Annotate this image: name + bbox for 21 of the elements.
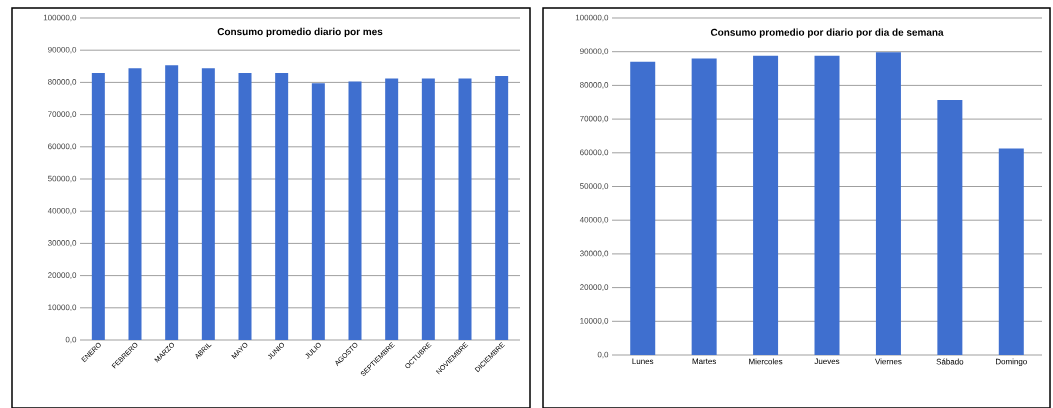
bar bbox=[630, 61, 656, 355]
bar bbox=[691, 58, 717, 355]
bar bbox=[165, 65, 179, 340]
bar bbox=[275, 73, 289, 340]
bar bbox=[385, 78, 399, 340]
bar bbox=[91, 73, 105, 340]
bar bbox=[128, 68, 142, 340]
bar bbox=[348, 81, 362, 340]
bar bbox=[458, 78, 472, 340]
text: Consumo promedio por diario por dia de semana bbox=[710, 28, 944, 38]
bar bbox=[495, 75, 509, 340]
bar bbox=[937, 99, 963, 355]
bar bbox=[998, 148, 1024, 355]
bar bbox=[421, 78, 435, 340]
bar bbox=[201, 68, 215, 340]
bar bbox=[311, 83, 325, 340]
bar bbox=[753, 55, 779, 355]
bar bbox=[875, 52, 901, 355]
bar bbox=[814, 55, 840, 355]
text: Consumo promedio diario por mes bbox=[217, 27, 383, 38]
bar bbox=[238, 73, 252, 340]
